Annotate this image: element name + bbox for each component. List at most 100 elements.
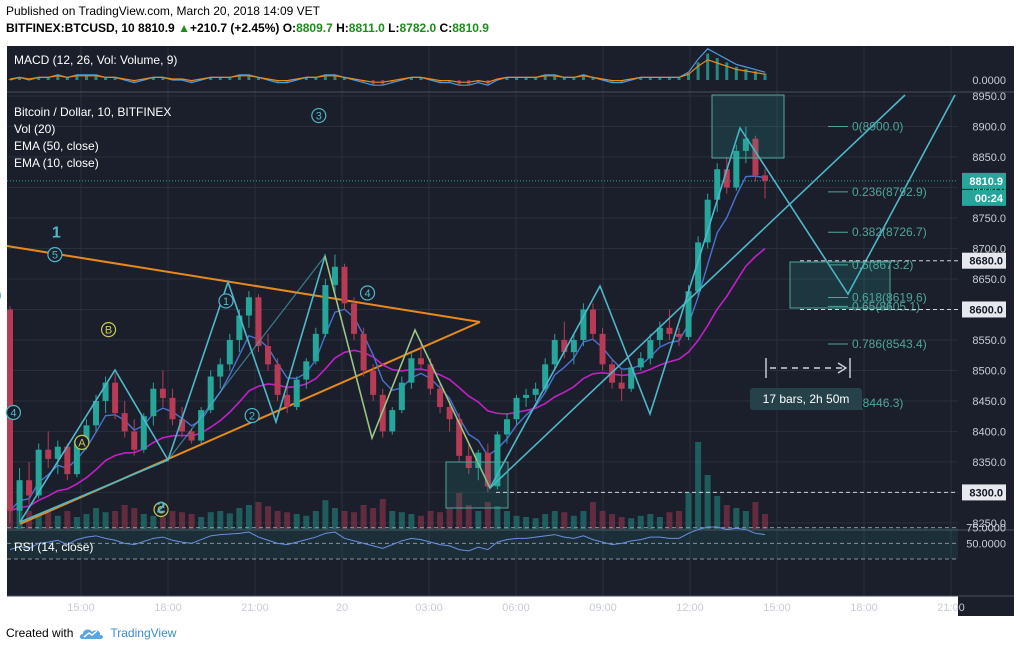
volume-bar: [236, 508, 243, 529]
target-box-top: [711, 94, 785, 159]
candle-body: [140, 416, 147, 450]
volume-bar: [618, 517, 625, 529]
macd-histogram-bar: [333, 75, 337, 80]
volume-bar: [437, 512, 444, 529]
macd-histogram-bar: [562, 77, 566, 80]
rsi-axis-tick: 75.0000: [966, 523, 1006, 535]
fib-level-label: 0.786(8543.4): [852, 337, 927, 351]
price-axis-tick: 8750.0: [972, 213, 1006, 225]
volume-bar: [217, 511, 224, 529]
candle-body: [647, 339, 654, 359]
candle-body: [265, 346, 272, 365]
volume-bar: [589, 502, 596, 529]
macd-histogram-bar: [419, 77, 423, 80]
volume-bar: [274, 511, 281, 529]
candle-body: [589, 309, 596, 334]
volume-bar: [570, 515, 577, 529]
fib-level-label: 0.236(8792.9): [852, 185, 927, 199]
volume-bar: [704, 475, 711, 529]
candle-body: [198, 410, 205, 441]
candle-body: [599, 333, 606, 365]
candle-body: [532, 388, 539, 395]
price-chart[interactable]: 0(8900.0) 0.236(8792.9) 0.382(8726.7) 0.5(8…: [0, 40, 1018, 618]
volume-bar: [685, 493, 692, 529]
candle-body: [389, 410, 396, 432]
macd-histogram-bar: [161, 77, 165, 80]
fibonacci-retracement: 0(8900.0) 0.236(8792.9) 0.382(8726.7) 0.5(8…: [828, 120, 927, 410]
volume-bar: [370, 508, 377, 529]
candle-body: [475, 452, 482, 469]
volume-bar: [83, 514, 90, 529]
volume-bars: [7, 442, 768, 529]
macd-histogram-bar: [734, 66, 738, 80]
candle-body: [666, 327, 673, 334]
up-arrow-icon: ▲: [178, 21, 190, 35]
macd-histogram-bar: [553, 75, 557, 80]
main-legend-item: EMA (10, close): [14, 156, 99, 170]
candle-body: [561, 339, 568, 353]
candle-body: [656, 327, 663, 340]
candle-body: [762, 175, 768, 181]
candle-body: [609, 364, 616, 383]
volume-bar: [465, 505, 472, 529]
volume-bar: [198, 517, 205, 529]
macd-histogram-bar: [744, 69, 748, 80]
volume-bar: [580, 511, 587, 529]
macd-histogram-bar: [677, 77, 681, 80]
volume-bar: [427, 511, 434, 529]
volume-bar: [226, 513, 233, 529]
wave-label-circle: [74, 434, 90, 451]
wave-label-circle: [47, 246, 63, 263]
volume-bar: [93, 508, 100, 529]
wave-label-circle: [311, 107, 327, 124]
last-price: 8810.9: [138, 21, 175, 35]
elliott-wave-lines: [19, 94, 956, 523]
price-badge: [962, 172, 1006, 189]
candle-body: [217, 364, 224, 377]
time-axis: 15:00 18:00 21:00 20 03:00 06:00 09:00 12:00 15:…: [67, 602, 965, 614]
volume-bar: [637, 515, 644, 529]
macd-histogram-bar: [228, 77, 232, 80]
price-badge: [962, 252, 1006, 269]
macd-histogram-bar: [247, 75, 251, 80]
candle-body: [159, 388, 166, 398]
tradingview-brand: TradingView: [110, 626, 177, 640]
candle-body: [714, 169, 721, 200]
volume-bar: [255, 502, 262, 529]
macd-histogram-bar: [113, 77, 117, 80]
macd-histogram-bar: [151, 77, 155, 80]
time-axis-tick: 09:00: [589, 602, 617, 614]
macd-histogram-bar: [46, 77, 50, 80]
candle-body: [351, 303, 358, 334]
volume-bar: [446, 508, 453, 529]
candle-body: [628, 367, 635, 389]
open-value: 8809.7: [296, 21, 333, 35]
tradingview-link[interactable]: TradingView: [79, 626, 176, 640]
time-axis-tick: 18:00: [850, 602, 878, 614]
wave-label: A: [78, 437, 86, 449]
measure-arrow-head-icon: [837, 362, 848, 374]
candle-body: [83, 425, 90, 441]
candle-body: [570, 339, 577, 353]
tradingview-cloud-icon: [80, 629, 104, 639]
candle-body: [274, 364, 281, 395]
wave-label: 4: [364, 288, 370, 300]
time-axis-tick: 18:00: [154, 602, 182, 614]
volume-bar: [102, 512, 109, 529]
price-axis-tick: 8350.0: [972, 457, 1006, 469]
volume-bar: [265, 506, 272, 529]
macd-signal-line: [9, 59, 766, 83]
time-axis-tick: 06:00: [502, 602, 530, 614]
price-change: +210.7 (+2.45%): [189, 21, 280, 35]
wave-aux-line: [167, 255, 326, 461]
candle-body: [360, 333, 367, 371]
macd-histogram-bar: [218, 77, 222, 80]
candle-body: [179, 419, 186, 432]
macd-histogram-bar: [715, 58, 719, 80]
volume-bar: [714, 496, 721, 529]
macd-histogram-bar: [658, 77, 662, 80]
candle-body: [226, 339, 233, 365]
macd-histogram-bar: [639, 77, 643, 80]
candle-body: [284, 394, 291, 408]
macd-histogram-bar: [534, 77, 538, 80]
